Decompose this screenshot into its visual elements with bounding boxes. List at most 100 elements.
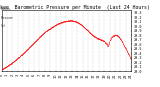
Point [34, 40, 37, 42]
Point [41, 33, 44, 35]
Point [34, 40, 37, 41]
Point [33, 41, 36, 42]
Point [6, 66, 8, 67]
Point [127, 53, 130, 54]
Point [15, 58, 18, 60]
Point [6, 65, 9, 66]
Point [119, 38, 122, 40]
Point [116, 35, 119, 37]
Point [14, 59, 17, 61]
Point [122, 44, 124, 45]
Point [126, 51, 128, 52]
Point [114, 34, 116, 36]
Point [46, 30, 48, 31]
Point [61, 21, 64, 22]
Point [16, 58, 18, 59]
Point [72, 20, 75, 22]
Point [104, 41, 106, 42]
Point [84, 28, 87, 29]
Point [98, 38, 101, 40]
Point [12, 60, 15, 62]
Point [34, 40, 37, 42]
Point [109, 39, 111, 41]
Point [10, 62, 13, 64]
Point [88, 31, 91, 33]
Point [33, 41, 35, 43]
Point [87, 30, 90, 32]
Point [81, 25, 84, 26]
Point [43, 32, 45, 34]
Point [21, 54, 23, 55]
Point [64, 20, 66, 22]
Point [38, 36, 41, 38]
Point [99, 39, 101, 40]
Point [114, 34, 116, 35]
Point [124, 48, 127, 49]
Point [15, 58, 17, 60]
Point [91, 34, 94, 36]
Point [40, 35, 43, 36]
Point [45, 30, 48, 32]
Point [40, 34, 43, 35]
Point [69, 20, 71, 21]
Point [64, 20, 67, 21]
Point [111, 36, 114, 37]
Point [51, 26, 53, 27]
Point [87, 30, 90, 32]
Point [26, 48, 29, 50]
Point [16, 58, 19, 59]
Point [90, 33, 93, 34]
Point [59, 22, 62, 23]
Point [74, 20, 76, 22]
Point [124, 47, 126, 48]
Point [42, 33, 45, 34]
Point [40, 34, 43, 36]
Point [106, 45, 109, 46]
Point [120, 39, 122, 41]
Point [3, 68, 5, 69]
Point [121, 43, 124, 44]
Point [41, 34, 44, 35]
Point [46, 30, 48, 31]
Point [100, 39, 103, 40]
Point [4, 67, 6, 68]
Point [13, 60, 16, 61]
Point [68, 20, 71, 21]
Point [117, 36, 119, 37]
Point [58, 23, 60, 24]
Point [114, 34, 117, 36]
Point [48, 28, 51, 30]
Point [43, 31, 46, 33]
Point [67, 19, 69, 21]
Point [107, 44, 110, 45]
Point [119, 37, 121, 39]
Point [40, 35, 42, 37]
Point [79, 24, 82, 25]
Point [112, 35, 115, 36]
Point [12, 61, 15, 62]
Point [22, 53, 25, 54]
Point [95, 37, 98, 39]
Point [4, 66, 7, 68]
Point [3, 67, 5, 69]
Point [61, 22, 64, 23]
Point [64, 20, 67, 22]
Point [11, 62, 14, 63]
Point [81, 25, 84, 27]
Point [104, 42, 106, 43]
Point [17, 58, 19, 59]
Point [2, 68, 4, 69]
Point [55, 24, 57, 25]
Point [94, 36, 96, 37]
Point [85, 28, 87, 29]
Point [102, 40, 105, 42]
Point [19, 56, 21, 57]
Point [71, 20, 73, 21]
Point [8, 64, 10, 66]
Point [49, 28, 51, 29]
Point [121, 42, 124, 43]
Point [46, 29, 49, 31]
Point [5, 66, 8, 67]
Point [58, 22, 60, 24]
Point [77, 22, 79, 24]
